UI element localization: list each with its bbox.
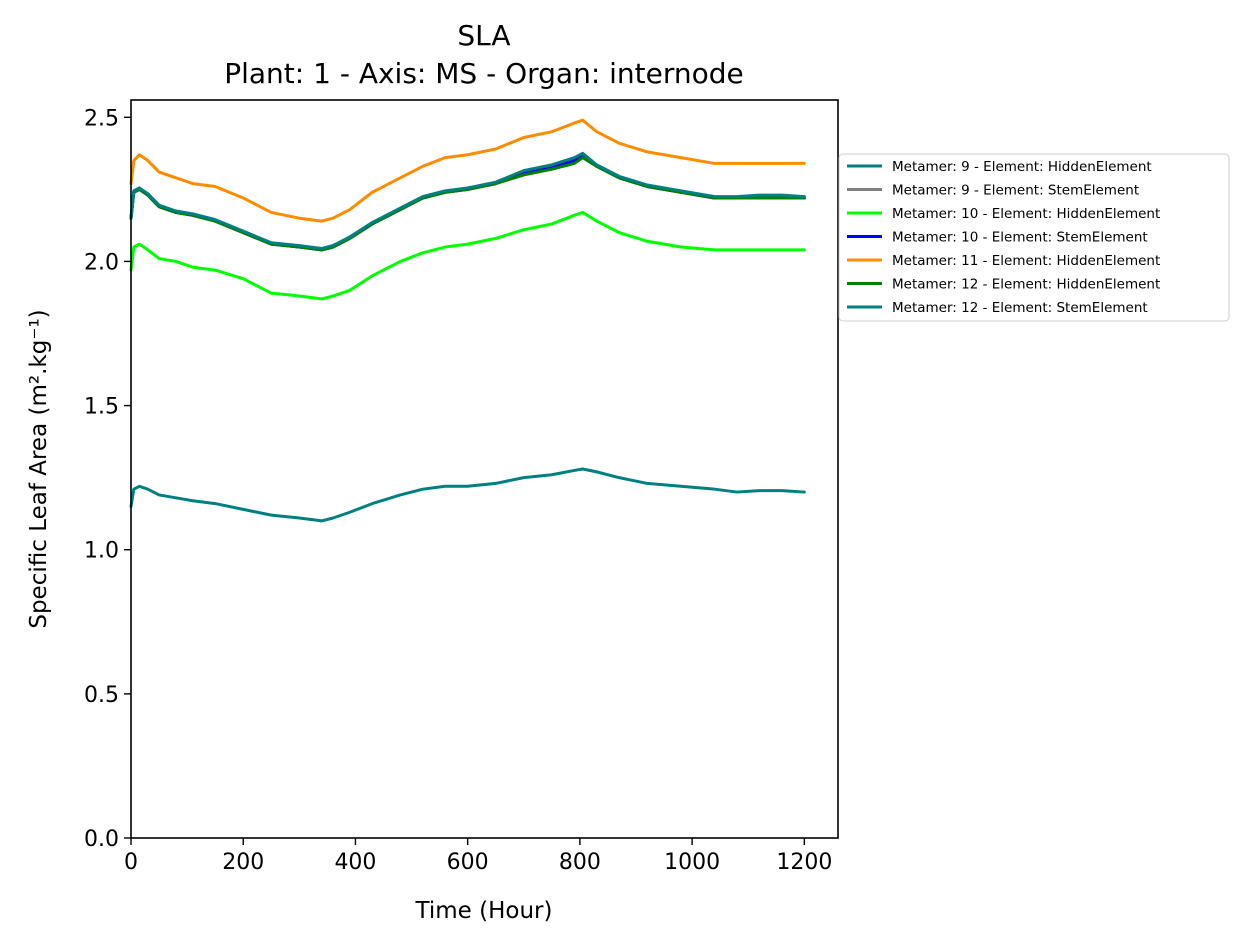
- x-tick-label: 800: [559, 850, 601, 875]
- legend-label-3: Metamer: 10 - Element: HiddenElement: [892, 206, 1160, 222]
- y-axis-label: Specific Leaf Area (m².kg⁻¹): [26, 309, 52, 628]
- series-line-3: [129, 210, 806, 301]
- chart-title: SLA: [457, 19, 510, 52]
- legend-label-4: Metamer: 10 - Element: StemElement: [892, 230, 1148, 246]
- x-tick-label: 1000: [664, 850, 720, 875]
- legend-frame: [838, 153, 1230, 322]
- x-tick-label: 0: [124, 850, 138, 875]
- x-tick-label: 200: [222, 850, 264, 875]
- y-tick-label: 2.5: [84, 106, 119, 131]
- legend-label-5: Metamer: 11 - Element: HiddenElement: [892, 253, 1160, 269]
- y-tick-label: 2.0: [84, 250, 119, 275]
- x-axis: 0 200 400 600 800 1000 1200: [124, 838, 832, 875]
- x-tick-label: 400: [334, 850, 376, 875]
- y-tick-label: 1.0: [84, 539, 119, 564]
- x-tick-label: 1200: [776, 850, 832, 875]
- legend-label-7: Metamer: 12 - Element: StemElement: [892, 300, 1148, 316]
- legend: Metamer: 9 - Element: HiddenElement Metam…: [838, 153, 1230, 322]
- y-tick-label: 0.5: [84, 683, 119, 708]
- plot-frame: [130, 99, 839, 839]
- series-line-5: [129, 118, 806, 223]
- chart-subtitle: Plant: 1 - Axis: MS - Organ: internode: [224, 57, 744, 90]
- series-line-1: [129, 467, 806, 523]
- legend-label-1: Metamer: 9 - Element: HiddenElement: [892, 159, 1152, 175]
- y-axis: 0.0 0.5 1.0 1.5 2.0 2.5: [84, 106, 131, 852]
- series-line-7: [129, 151, 806, 250]
- x-tick-label: 600: [447, 850, 489, 875]
- y-tick-label: 0.0: [84, 827, 119, 852]
- x-axis-label: Time (Hour): [415, 898, 553, 924]
- legend-label-6: Metamer: 12 - Element: HiddenElement: [892, 277, 1160, 293]
- y-tick-label: 1.5: [84, 395, 119, 420]
- legend-label-2: Metamer: 9 - Element: StemElement: [892, 183, 1139, 199]
- series-layer: [129, 118, 806, 523]
